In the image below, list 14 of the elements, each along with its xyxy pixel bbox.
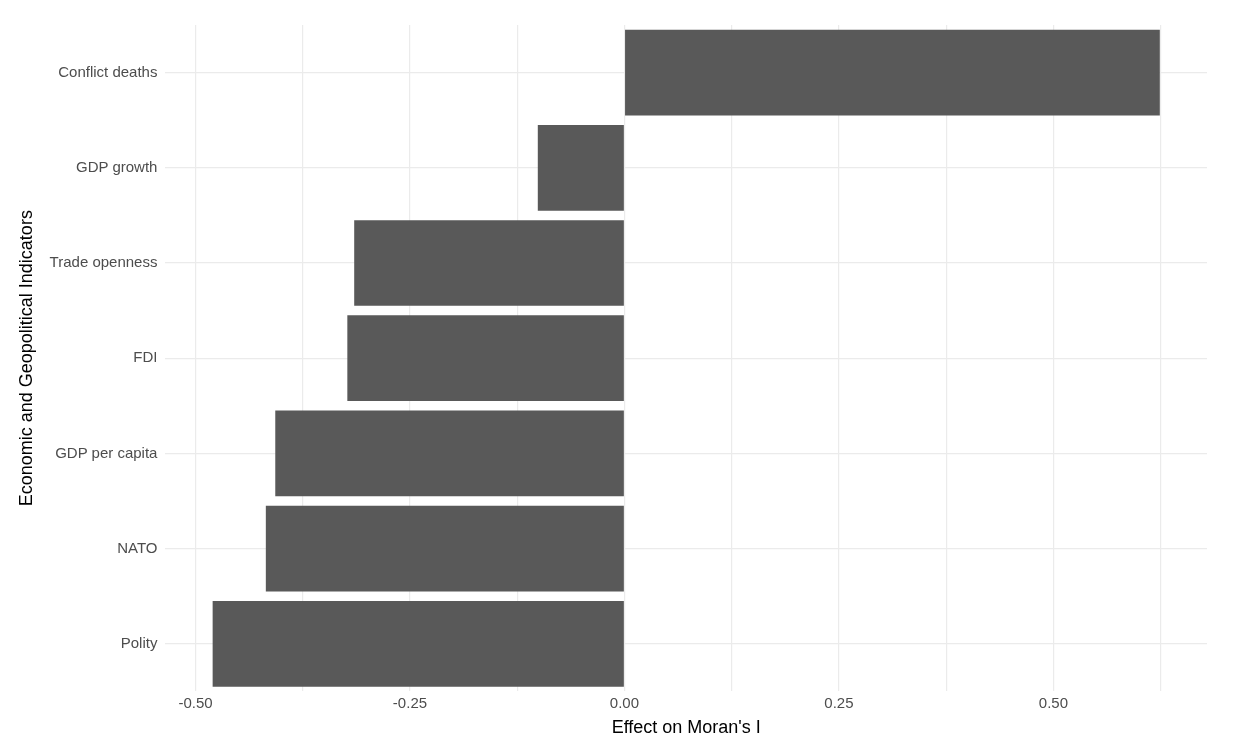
y-tick-label: NATO [117,538,158,556]
x-tick-label: -0.50 [178,693,213,711]
y-tick-label: Trade openness [49,253,158,271]
y-tick-label: FDI [133,348,158,366]
y-tick-label: Conflict deaths [58,62,158,80]
x-tick-label: 0.50 [1038,693,1069,711]
x-tick-label: 0.00 [609,693,640,711]
y-axis-title: Economic and Geopolitical Indicators [15,210,36,507]
y-tick-label: GDP per capita [55,443,159,461]
x-tick-label: 0.25 [824,693,854,711]
y-tick-label: GDP growth [76,157,158,175]
y-tick-label: Polity [120,633,158,651]
x-tick-label: -0.25 [392,693,428,711]
x-axis-title: Effect on Moran's I [611,717,761,738]
